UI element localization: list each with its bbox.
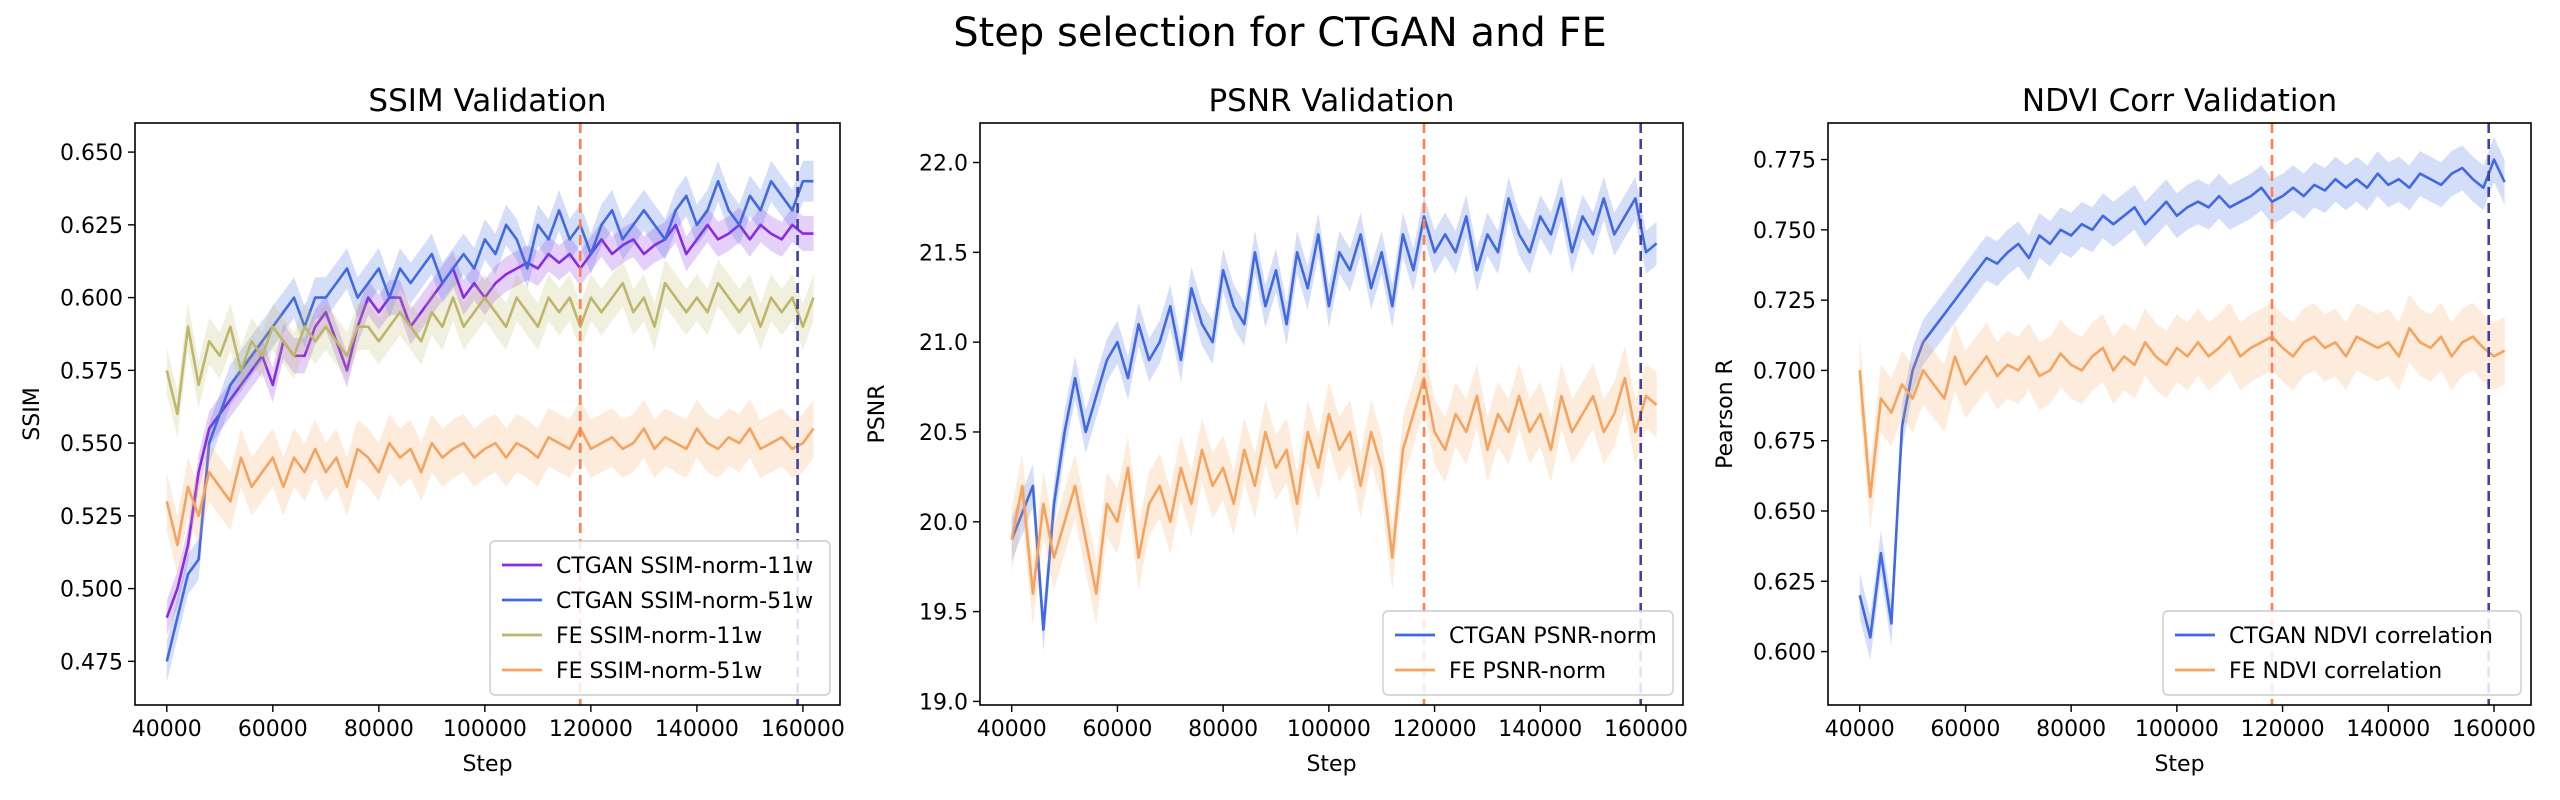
x-tick-label: 40000 xyxy=(132,717,202,742)
x-tick-label: 160000 xyxy=(2452,717,2536,742)
chart-panel-3: 40000 60000 80000 100000 120000 140000 160000 0… xyxy=(1713,83,2536,777)
axes-frame xyxy=(1827,122,2532,706)
legend-label: CTGAN SSIM-norm-51w xyxy=(556,589,813,614)
y-tick-label: 19.5 xyxy=(919,601,968,626)
x-tick-label: 80000 xyxy=(2036,717,2106,742)
legend-label: FE SSIM-norm-51w xyxy=(556,659,762,684)
y-tick-label: 0.600 xyxy=(60,287,123,312)
x-tick-label: 80000 xyxy=(344,717,414,742)
y-tick-label: 21.0 xyxy=(919,331,968,356)
legend: CTGAN PSNR-norm FE PSNR-norm xyxy=(1382,610,1674,696)
series-line-ctgan-psnr-norm xyxy=(1010,197,1658,631)
y-tick-label: 0.700 xyxy=(1753,359,1816,384)
plot-area xyxy=(165,123,815,705)
y-tick-label: 0.600 xyxy=(1753,641,1816,666)
x-tick-label: 60000 xyxy=(238,717,308,742)
series-line-fe-ssim-norm-51w xyxy=(165,427,815,547)
legend-label: FE PSNR-norm xyxy=(1449,659,1606,684)
legend: CTGAN SSIM-norm-11w CTGAN SSIM-norm-51w FE… xyxy=(489,540,831,696)
legend-label: FE SSIM-norm-11w xyxy=(556,624,762,649)
x-tick-label: 40000 xyxy=(977,717,1047,742)
chart-title: NDVI Corr Validation xyxy=(2022,83,2337,119)
chart-panel-2: 40000 60000 80000 100000 120000 140000 160000 1… xyxy=(865,83,1688,777)
chart-title: SSIM Validation xyxy=(368,83,606,119)
x-axis-label: Step xyxy=(2154,752,2204,777)
legend-label: CTGAN NDVI correlation xyxy=(2229,624,2493,649)
x-tick-label: 60000 xyxy=(1930,717,2000,742)
y-tick-label: 22.0 xyxy=(919,152,968,177)
legend-box xyxy=(489,540,831,696)
series-line-ctgan-ssim-norm-51w xyxy=(165,179,814,662)
x-tick-label: 80000 xyxy=(1188,717,1258,742)
y-tick-label: 0.550 xyxy=(60,432,123,457)
y-tick-label: 20.5 xyxy=(919,421,968,446)
y-tick-label: 19.0 xyxy=(919,690,968,715)
x-axis-label: Step xyxy=(462,752,512,777)
y-tick-label: 21.5 xyxy=(919,241,968,266)
chart-panel-1: 40000 60000 80000 100000 120000 140000 160000 0… xyxy=(20,83,845,777)
x-tick-label: 140000 xyxy=(2346,717,2430,742)
x-axis-label: Step xyxy=(1306,752,1356,777)
y-tick-label: 0.625 xyxy=(60,214,123,239)
x-tick-label: 120000 xyxy=(1393,717,1477,742)
legend-label: CTGAN PSNR-norm xyxy=(1449,624,1657,649)
y-tick-label: 0.725 xyxy=(1753,289,1816,314)
y-axis-label: SSIM xyxy=(20,387,45,440)
y-axis-label: PSNR xyxy=(865,385,890,444)
axes-frame xyxy=(134,122,841,706)
series-line-fe-ssim-norm-11w xyxy=(165,281,815,416)
plot-area xyxy=(1010,123,1658,705)
series-band-ctgan-psnr-norm xyxy=(1011,176,1657,652)
x-tick-label: 100000 xyxy=(2135,717,2219,742)
x-tick-label: 140000 xyxy=(655,717,739,742)
series-band-ctgan-ssim-norm-11w xyxy=(166,207,814,636)
x-tick-label: 100000 xyxy=(443,717,527,742)
y-tick-label: 20.0 xyxy=(919,511,968,536)
legend: CTGAN NDVI correlation FE NDVI correlatio… xyxy=(2162,610,2522,696)
y-tick-label: 0.650 xyxy=(60,141,123,166)
y-tick-label: 0.525 xyxy=(60,505,123,530)
series-line-ctgan-ndvi-correlation xyxy=(1858,158,2506,639)
legend-label: FE NDVI correlation xyxy=(2229,659,2442,684)
series-band-fe-psnr-norm xyxy=(1011,345,1657,626)
figure-title: Step selection for CTGAN and FE xyxy=(953,10,1607,56)
y-tick-label: 0.650 xyxy=(1753,500,1816,525)
series-band-ctgan-ssim-norm-51w xyxy=(166,160,814,682)
plot-area xyxy=(1858,123,2506,705)
x-tick-label: 160000 xyxy=(1604,717,1688,742)
y-tick-label: 0.625 xyxy=(1753,570,1816,595)
y-axis-label: Pearson R xyxy=(1713,359,1738,469)
series-line-fe-ndvi-correlation xyxy=(1858,326,2506,499)
y-tick-label: 0.575 xyxy=(60,359,123,384)
y-tick-label: 0.475 xyxy=(60,650,123,675)
series-line-ctgan-ssim-norm-11w xyxy=(165,223,814,619)
series-band-ctgan-ndvi-correlation xyxy=(1859,137,2505,661)
x-tick-label: 140000 xyxy=(1498,717,1582,742)
x-tick-label: 160000 xyxy=(761,717,845,742)
series-band-fe-ssim-norm-11w xyxy=(166,259,814,438)
series-line-fe-psnr-norm xyxy=(1010,376,1658,595)
x-tick-label: 100000 xyxy=(1287,717,1371,742)
chart-title: PSNR Validation xyxy=(1208,83,1454,119)
y-tick-label: 0.775 xyxy=(1753,149,1816,174)
x-tick-label: 60000 xyxy=(1082,717,1152,742)
y-tick-label: 0.750 xyxy=(1753,219,1816,244)
legend-box xyxy=(2162,610,2522,696)
axes-frame xyxy=(979,122,1684,706)
x-tick-label: 40000 xyxy=(1825,717,1895,742)
x-tick-label: 120000 xyxy=(2241,717,2325,742)
x-tick-label: 120000 xyxy=(549,717,633,742)
legend-box xyxy=(1382,610,1674,696)
y-tick-label: 0.675 xyxy=(1753,430,1816,455)
y-tick-label: 0.500 xyxy=(60,578,123,603)
legend-label: CTGAN SSIM-norm-11w xyxy=(556,554,813,579)
